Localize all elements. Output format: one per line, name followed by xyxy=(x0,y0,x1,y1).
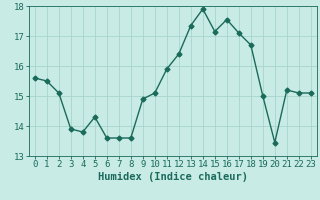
X-axis label: Humidex (Indice chaleur): Humidex (Indice chaleur) xyxy=(98,172,248,182)
